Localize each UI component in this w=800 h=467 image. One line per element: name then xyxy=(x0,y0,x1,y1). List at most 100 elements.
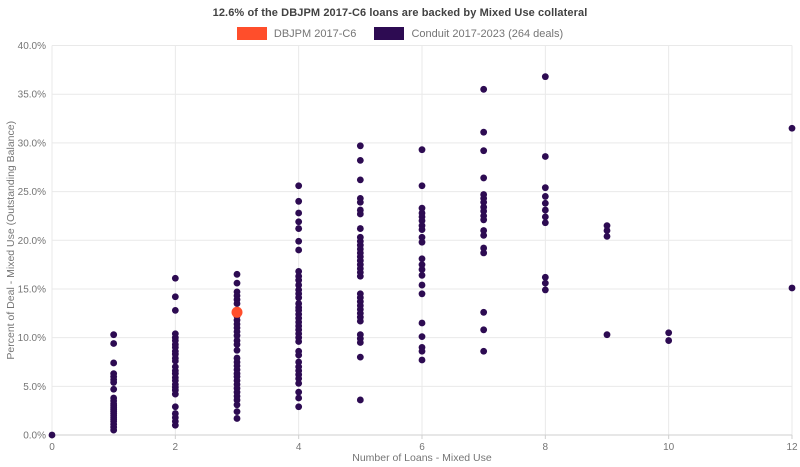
data-point xyxy=(541,206,549,214)
data-point xyxy=(418,238,426,246)
legend-label-dbjpm: DBJPM 2017-C6 xyxy=(273,27,357,40)
data-point xyxy=(48,431,56,439)
data-point xyxy=(295,246,303,254)
data-point xyxy=(788,284,796,292)
data-point xyxy=(233,332,241,340)
data-point xyxy=(233,396,241,404)
data-point xyxy=(603,331,611,339)
data-point xyxy=(171,274,179,282)
data-point xyxy=(541,184,549,192)
data-point xyxy=(295,276,303,284)
data-point xyxy=(233,270,241,278)
y-tick-label: 20.0% xyxy=(18,236,46,247)
data-point xyxy=(356,210,364,218)
data-point xyxy=(295,338,303,345)
data-point xyxy=(171,421,179,429)
data-point xyxy=(295,225,303,232)
y-tick-label: 15.0% xyxy=(18,284,46,295)
data-point xyxy=(233,279,241,287)
y-tick-label: 40.0% xyxy=(18,41,46,52)
x-tick-label: 0 xyxy=(49,442,55,453)
data-point xyxy=(480,227,488,234)
data-point xyxy=(295,375,303,382)
data-point xyxy=(295,182,303,190)
legend-swatch-dbjpm xyxy=(236,27,267,40)
data-point xyxy=(356,353,364,361)
data-point xyxy=(171,293,179,301)
data-point xyxy=(295,379,303,387)
data-point xyxy=(110,426,118,434)
data-point xyxy=(233,415,241,422)
y-tick-label: 10.0% xyxy=(18,333,46,344)
legend-label-conduit: Conduit 2017-2023 (264 deals) xyxy=(411,27,564,40)
data-point xyxy=(418,347,426,355)
data-point xyxy=(231,306,243,318)
data-point xyxy=(541,286,549,294)
data-point xyxy=(541,199,549,207)
x-tick-label: 10 xyxy=(663,442,675,453)
data-point xyxy=(418,356,426,364)
data-point xyxy=(295,351,303,359)
data-point xyxy=(418,233,426,241)
data-point xyxy=(541,219,549,227)
data-point xyxy=(480,216,488,224)
data-point xyxy=(356,198,364,206)
data-point xyxy=(480,244,488,252)
data-point xyxy=(356,176,364,184)
data-point xyxy=(295,394,303,402)
data-point xyxy=(295,388,303,396)
legend-item-conduit: Conduit 2017-2023 (264 deals) xyxy=(374,27,563,40)
data-point xyxy=(233,401,241,409)
y-tick-label: 0.0% xyxy=(23,431,46,442)
data-point xyxy=(110,359,118,367)
data-point xyxy=(295,281,303,289)
x-tick-label: 6 xyxy=(419,442,425,453)
data-point xyxy=(171,390,179,398)
x-tick-label: 12 xyxy=(786,442,798,453)
chart-title: 12.6% of the DBJPM 2017-C6 loans are bac… xyxy=(212,7,588,19)
data-point xyxy=(418,266,426,273)
data-point xyxy=(418,261,426,268)
data-point xyxy=(480,326,488,334)
data-point xyxy=(480,85,488,93)
data-point xyxy=(665,329,673,337)
data-point xyxy=(480,347,488,355)
data-point xyxy=(295,268,303,275)
legend-swatch-conduit xyxy=(374,27,405,40)
data-point xyxy=(418,290,426,298)
data-point xyxy=(418,271,426,279)
data-point xyxy=(356,339,364,346)
data-point xyxy=(295,218,303,226)
y-tick-label: 35.0% xyxy=(18,90,46,101)
data-point xyxy=(603,232,611,240)
data-point xyxy=(295,237,303,245)
data-point xyxy=(110,379,118,386)
data-point xyxy=(171,403,179,411)
data-point xyxy=(665,337,673,344)
data-point xyxy=(418,204,426,212)
data-point xyxy=(603,222,611,230)
data-point xyxy=(541,279,549,287)
y-axis-title: Percent of Deal - Mixed Use (Outstanding… xyxy=(5,121,17,360)
data-point xyxy=(295,209,303,217)
legend: DBJPM 2017-C6 Conduit 2017-2023 (264 dea… xyxy=(0,27,800,40)
data-point xyxy=(480,207,488,215)
data-point xyxy=(356,396,364,404)
legend-item-dbjpm: DBJPM 2017-C6 xyxy=(236,27,357,40)
data-point xyxy=(480,198,488,206)
data-point xyxy=(233,346,241,354)
data-point xyxy=(541,153,549,160)
data-point xyxy=(418,281,426,289)
x-tick-label: 4 xyxy=(296,442,302,453)
y-tick-label: 25.0% xyxy=(18,187,46,198)
data-point xyxy=(110,340,118,347)
y-tick-label: 5.0% xyxy=(23,382,46,393)
data-point xyxy=(295,197,303,205)
x-axis-title: Number of Loans - Mixed Use xyxy=(352,452,492,464)
y-tick-label: 30.0% xyxy=(18,138,46,149)
data-point xyxy=(418,182,426,190)
data-point xyxy=(788,124,796,132)
x-tick-label: 8 xyxy=(543,442,549,453)
data-point xyxy=(541,273,549,281)
